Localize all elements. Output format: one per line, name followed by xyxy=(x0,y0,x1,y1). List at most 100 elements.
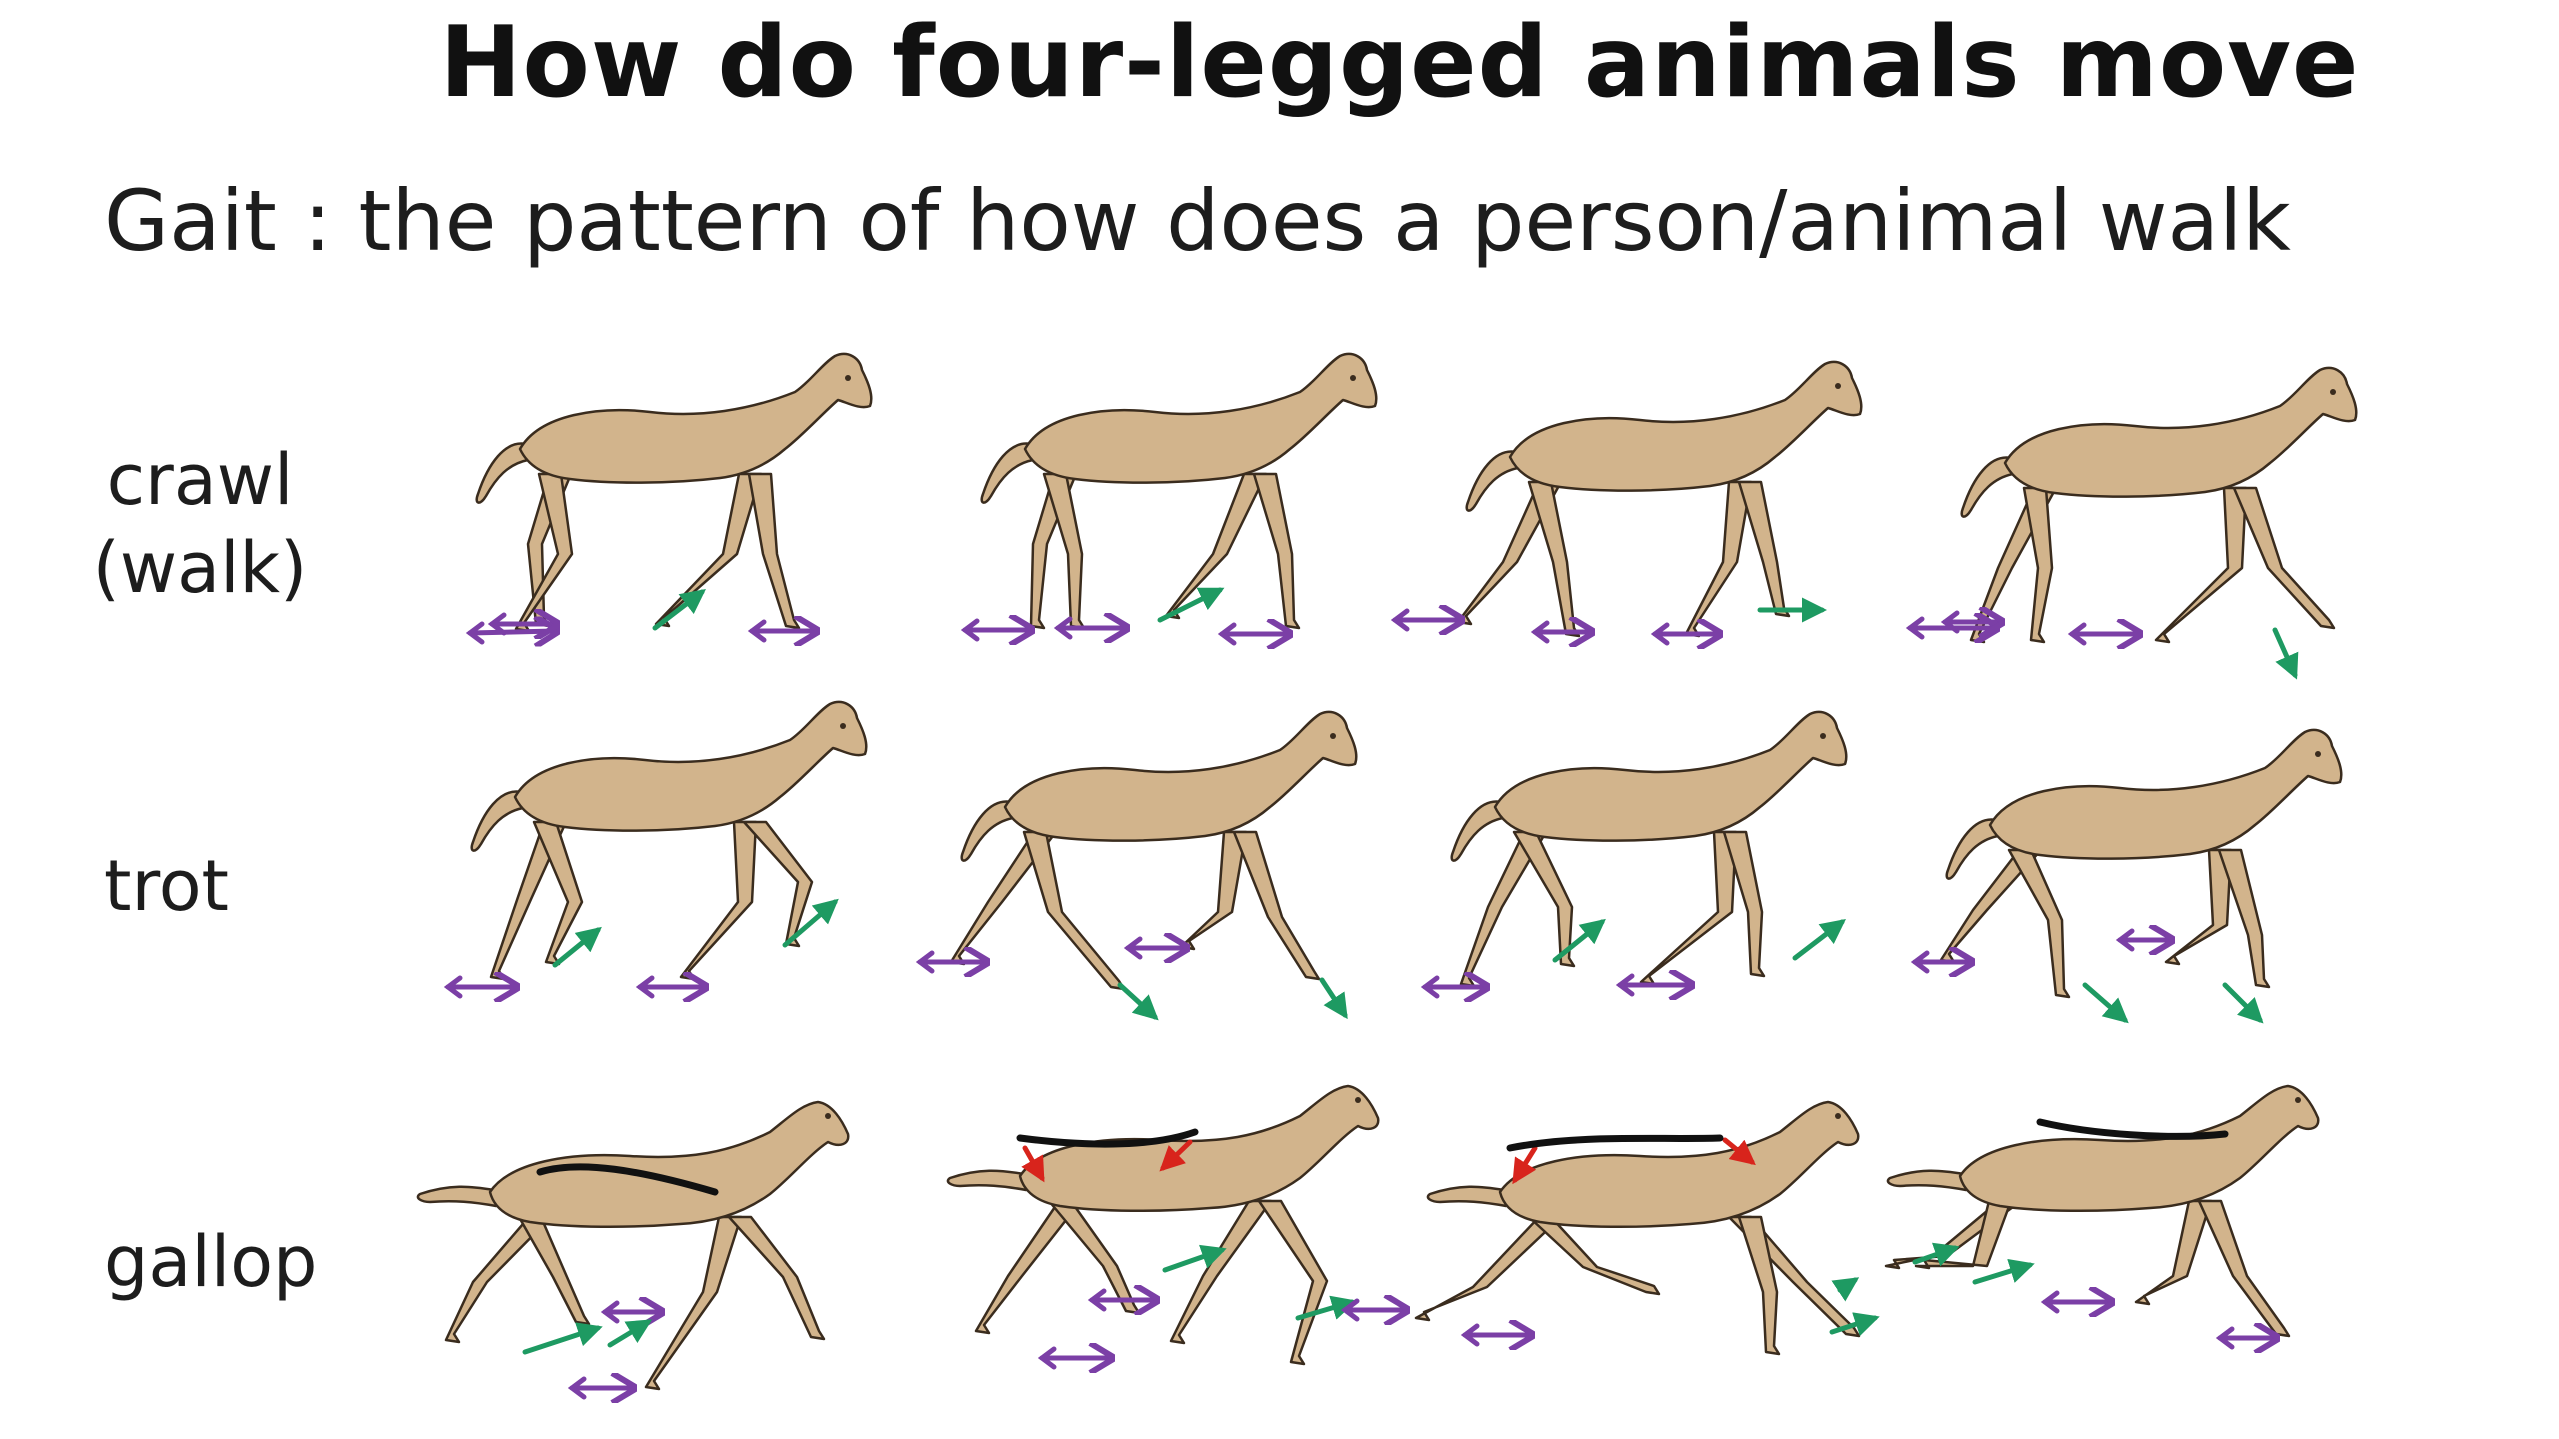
horse-leg-9-3 xyxy=(644,1215,743,1391)
horse-body-5 xyxy=(513,700,868,832)
horse-leg-11-1 xyxy=(1414,1215,1563,1322)
horse-leg-10-4 xyxy=(1257,1199,1329,1366)
stance-foot-arrow-head-25 xyxy=(1420,975,1440,999)
horse-leg-11-2 xyxy=(1527,1215,1661,1296)
horse-leg-11-4 xyxy=(1737,1215,1781,1356)
swing-foot-arrow-40 xyxy=(1295,1295,1357,1321)
horse-leg-6-2 xyxy=(1022,830,1126,991)
row-label-trot-line1: trot xyxy=(104,845,229,927)
horse-leg-1-2 xyxy=(514,472,574,633)
swing-foot-arrow-47 xyxy=(1912,1242,1960,1267)
stance-foot-arrow-head-13 xyxy=(1905,616,1925,640)
horse-body-7 xyxy=(1493,710,1848,842)
stance-foot-arrow-head-34 xyxy=(567,1376,587,1400)
horse-leg-8-2 xyxy=(2007,848,2071,999)
stance-foot-arrow-head-45 xyxy=(2040,1290,2060,1314)
swing-foot-arrow-44 xyxy=(1829,1312,1880,1337)
stance-foot-arrow-head-16 xyxy=(1940,610,1960,634)
row-label-crawl: crawl (walk) xyxy=(90,436,310,612)
horse-eye-9 xyxy=(825,1113,831,1119)
horse-frame-7 xyxy=(1450,710,1848,988)
horse-leg-3-2 xyxy=(1527,480,1581,638)
stance-foot-arrow-head-42 xyxy=(1460,1323,1480,1347)
swing-foot-arrow-32 xyxy=(2222,982,2264,1024)
horse-leg-4-4 xyxy=(2232,486,2336,630)
horse-frame-6 xyxy=(949,710,1358,991)
horse-leg-7-4 xyxy=(1722,830,1766,978)
stance-foot-arrow-head-30 xyxy=(2115,928,2135,952)
horse-tail-1 xyxy=(475,442,530,504)
swing-foot-arrow-15 xyxy=(2272,627,2299,680)
swing-foot-arrow-20 xyxy=(782,898,839,948)
horse-tail-9 xyxy=(416,1185,498,1208)
horse-eye-4 xyxy=(2330,389,2336,395)
horse-frame-12 xyxy=(1884,1084,2320,1338)
horse-leg-2-4 xyxy=(1252,472,1301,630)
stance-foot-arrow-head-18 xyxy=(635,975,655,999)
horse-body-11 xyxy=(1498,1100,1860,1229)
horse-leg-3-4 xyxy=(1737,480,1791,618)
swing-foot-arrow-36 xyxy=(607,1319,653,1348)
spine-line-2 xyxy=(1016,1128,1199,1148)
horse-frame-4 xyxy=(1960,366,2358,644)
row-label-crawl-line1: crawl xyxy=(106,439,294,521)
horse-leg-1-4 xyxy=(747,472,801,630)
stance-foot-arrow-head-3 xyxy=(747,619,767,643)
horse-tail-2 xyxy=(980,442,1035,504)
swing-foot-arrow-31 xyxy=(2082,982,2129,1024)
horse-leg-2-3 xyxy=(1164,472,1268,620)
stance-foot-arrow-head-17 xyxy=(443,975,463,999)
row-label-gallop-line1: gallop xyxy=(104,1221,318,1303)
stance-foot-arrow-head-29 xyxy=(1910,950,1930,974)
swing-foot-arrow-35 xyxy=(522,1322,603,1355)
stance-foot-arrow-head-14 xyxy=(2067,622,2087,646)
swing-foot-arrow-7 xyxy=(1157,587,1225,623)
stance-foot-arrow-head-10 xyxy=(1530,620,1550,644)
horse-body-6 xyxy=(1003,710,1358,842)
horse-leg-9-2 xyxy=(517,1215,591,1326)
horse-leg-8-3 xyxy=(2164,848,2233,966)
spine-line-3 xyxy=(1506,1134,1724,1152)
swing-foot-arrow-24 xyxy=(1319,977,1348,1020)
spine-flex-arrow-51 xyxy=(1512,1145,1538,1185)
spine-line-1 xyxy=(536,1163,719,1196)
horse-leg-12-2 xyxy=(1914,1199,2013,1270)
stance-foot-arrow-head-5 xyxy=(960,618,980,642)
stance-foot-arrow-head-6 xyxy=(1053,616,1073,640)
horse-frame-2 xyxy=(980,352,1378,630)
horse-tail-10 xyxy=(946,1169,1028,1192)
horse-frame-11 xyxy=(1414,1100,1861,1356)
swing-foot-arrow-4 xyxy=(652,588,706,631)
horse-eye-2 xyxy=(1350,375,1356,381)
stance-foot-arrow-head-9 xyxy=(1390,608,1410,632)
horse-body-1 xyxy=(518,352,873,484)
stance-foot-arrow-head-26 xyxy=(1615,973,1635,997)
horse-tail-8 xyxy=(1945,818,2000,880)
horse-tail-11 xyxy=(1426,1185,1508,1208)
swing-foot-arrow-27 xyxy=(1552,918,1606,963)
page-title: How do four-legged animals move xyxy=(439,6,2360,120)
horse-leg-6-3 xyxy=(1179,830,1248,951)
swing-foot-arrow-19 xyxy=(552,926,602,968)
horse-tail-4 xyxy=(1960,456,2015,518)
horse-eye-8 xyxy=(2315,751,2321,757)
stance-foot-arrow-head-1 xyxy=(465,621,485,645)
horse-leg-5-2 xyxy=(532,820,584,966)
horse-eye-5 xyxy=(840,723,846,729)
horse-tail-6 xyxy=(960,800,1015,862)
horse-leg-3-3 xyxy=(1684,480,1753,638)
spine-line-4 xyxy=(2036,1118,2229,1140)
horse-body-10 xyxy=(1018,1084,1380,1213)
horse-body-4 xyxy=(2003,366,2358,498)
stance-foot-arrow-head-46 xyxy=(2215,1326,2235,1350)
horse-leg-6-4 xyxy=(1232,830,1321,981)
spine-flex-arrow-49 xyxy=(1021,1145,1045,1183)
horse-leg-7-3 xyxy=(1639,830,1738,986)
swing-foot-arrow-43 xyxy=(1831,1277,1860,1302)
horse-frame-9 xyxy=(416,1100,850,1391)
horse-tail-7 xyxy=(1450,800,1505,862)
horse-leg-12-4 xyxy=(2197,1199,2291,1338)
horse-frame-1 xyxy=(475,352,873,633)
horse-body-9 xyxy=(488,1100,850,1229)
row-label-trot: trot xyxy=(104,842,229,930)
